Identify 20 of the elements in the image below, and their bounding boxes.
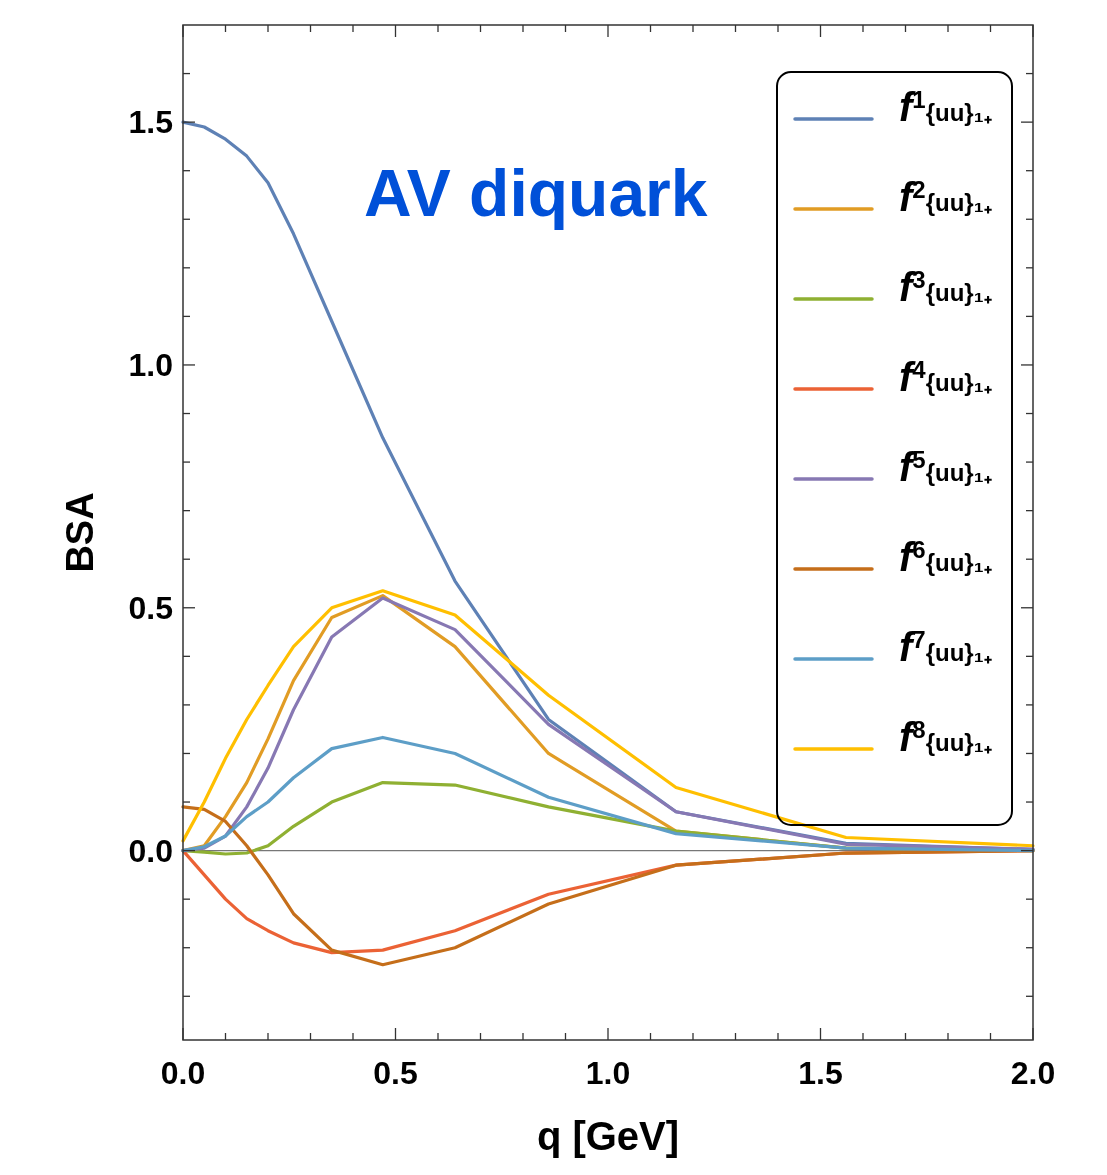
- y-axis-title: BSA: [59, 492, 101, 573]
- y-tick-label: 1.0: [128, 346, 173, 383]
- legend-label: f$^{8}${uu}₁₊: [899, 715, 992, 759]
- legend-label: f$^{7}${uu}₁₊: [899, 625, 992, 669]
- x-tick-label: 1.0: [585, 1055, 631, 1091]
- x-tick-label: 1.5: [798, 1055, 843, 1091]
- y-tick-label: 0.0: [128, 832, 173, 869]
- y-tick-label: 0.5: [128, 589, 173, 626]
- annotation: AV diquark: [364, 156, 708, 230]
- legend-label: f$^{6}${uu}₁₊: [899, 535, 992, 579]
- legend-label: f$^{5}${uu}₁₊: [899, 445, 992, 489]
- x-tick-label: 2.0: [1010, 1055, 1056, 1091]
- legend-label: f$^{1}${uu}₁₊: [899, 85, 992, 129]
- legend-label: f$^{4}${uu}₁₊: [899, 355, 992, 399]
- legend-label: f$^{3}${uu}₁₊: [899, 265, 992, 309]
- x-tick-label: 0.5: [373, 1055, 418, 1091]
- x-tick-label: 0.0: [160, 1055, 206, 1091]
- x-axis-title: q [GeV]: [536, 1114, 680, 1158]
- legend-label: f$^{2}${uu}₁₊: [899, 175, 992, 219]
- y-tick-label: 1.5: [128, 104, 173, 141]
